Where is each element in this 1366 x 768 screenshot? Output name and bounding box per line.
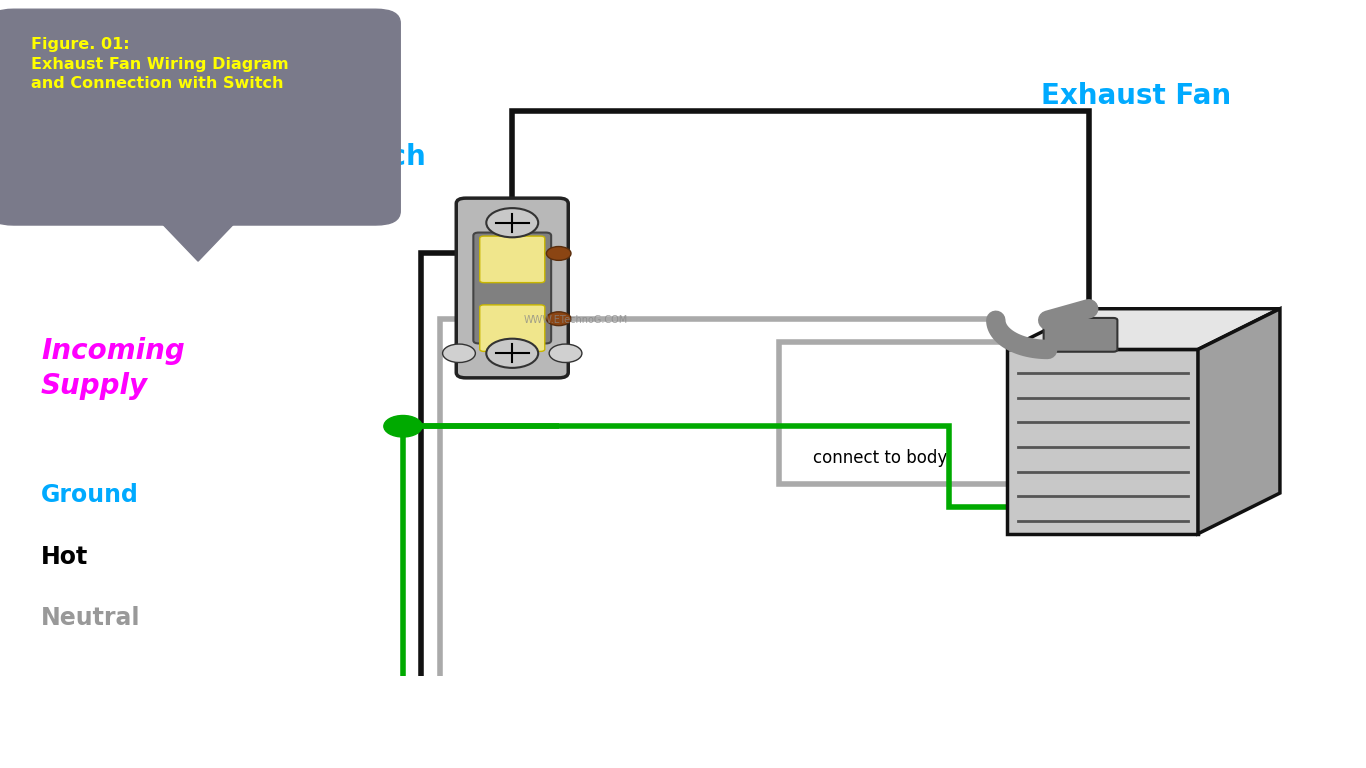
Text: Exhaust Fan: Exhaust Fan [1041, 82, 1231, 110]
Text: WWW.ETechnoG.COM: WWW.ETechnoG.COM [523, 315, 627, 326]
Text: Hot: Hot [41, 545, 89, 569]
Text: Switch: Switch [321, 144, 426, 171]
Text: Ground: Ground [41, 483, 139, 508]
Circle shape [486, 208, 538, 237]
FancyBboxPatch shape [456, 198, 568, 378]
Circle shape [546, 312, 571, 326]
Circle shape [546, 247, 571, 260]
Text: connect to body: connect to body [813, 449, 947, 467]
Text: Incoming
Supply: Incoming Supply [41, 337, 184, 400]
FancyBboxPatch shape [479, 236, 545, 283]
Text: Figure. 01:
Exhaust Fan Wiring Diagram
and Connection with Switch: Figure. 01: Exhaust Fan Wiring Diagram a… [31, 37, 290, 91]
Polygon shape [1198, 309, 1280, 534]
Text: Neutral: Neutral [41, 606, 141, 631]
Polygon shape [1007, 309, 1280, 349]
FancyBboxPatch shape [0, 9, 400, 225]
Polygon shape [150, 211, 246, 261]
Circle shape [443, 344, 475, 362]
Circle shape [549, 344, 582, 362]
FancyBboxPatch shape [479, 305, 545, 352]
FancyBboxPatch shape [474, 233, 550, 343]
FancyBboxPatch shape [1044, 318, 1117, 352]
Circle shape [384, 415, 422, 437]
Polygon shape [1007, 349, 1198, 534]
Circle shape [486, 339, 538, 368]
